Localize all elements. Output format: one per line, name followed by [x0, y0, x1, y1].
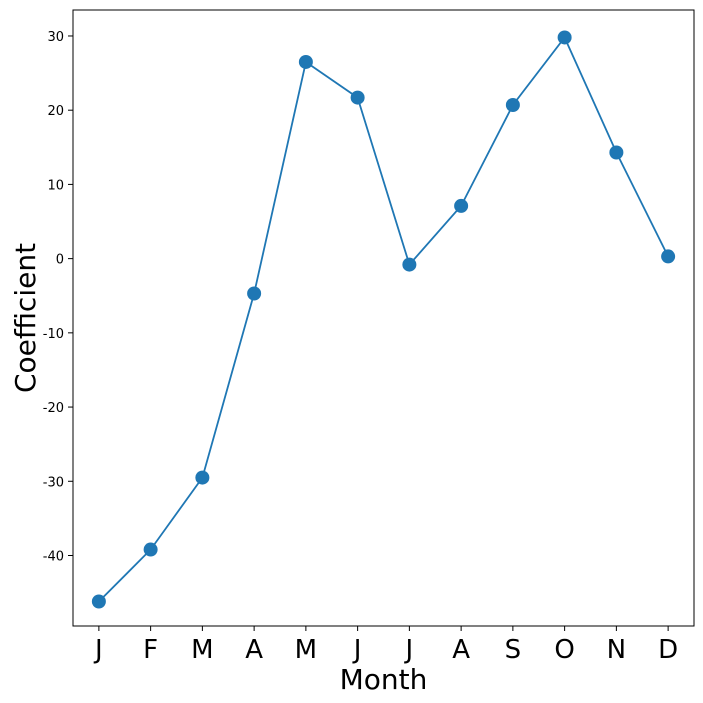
x-axis-label: Month: [340, 663, 428, 696]
y-axis-label: Coefficient: [9, 243, 42, 393]
data-point: [91, 594, 106, 609]
y-tick-label: -10: [43, 327, 64, 342]
data-point: [402, 257, 417, 272]
x-tick-label: M: [191, 635, 213, 665]
y-tick-label: -20: [43, 401, 64, 416]
x-tick-label: J: [404, 635, 414, 665]
x-tick-label: J: [352, 635, 362, 665]
x-tick-label: D: [658, 635, 678, 665]
x-tick-label: S: [505, 635, 522, 665]
y-tick-label: 30: [47, 30, 64, 45]
y-tick-label: 0: [56, 253, 64, 268]
series-layer: [91, 30, 676, 609]
y-tick-label: 10: [47, 178, 64, 193]
x-tick-label: A: [245, 635, 263, 665]
data-point: [609, 145, 624, 160]
data-point: [298, 54, 313, 69]
y-axis-ticks: -40 -30 -20 -10 0 10 20 30: [43, 30, 73, 564]
data-point: [143, 542, 158, 557]
y-tick-label: -30: [43, 475, 64, 490]
x-tick-label: O: [554, 635, 574, 665]
data-point: [661, 249, 676, 264]
data-point: [454, 198, 469, 213]
x-tick-label: N: [607, 635, 626, 665]
x-tick-label: A: [452, 635, 470, 665]
x-tick-label: M: [295, 635, 317, 665]
series-line: [98, 35, 669, 603]
data-point: [350, 90, 365, 105]
y-tick-label: -40: [43, 549, 64, 564]
plot-area: [72, 9, 695, 627]
data-point: [505, 97, 520, 112]
data-point: [247, 286, 262, 301]
data-point: [195, 470, 210, 485]
data-point: [557, 30, 572, 45]
x-tick-label: F: [143, 635, 158, 665]
x-tick-label: J: [93, 635, 103, 665]
y-tick-label: 20: [47, 104, 64, 119]
